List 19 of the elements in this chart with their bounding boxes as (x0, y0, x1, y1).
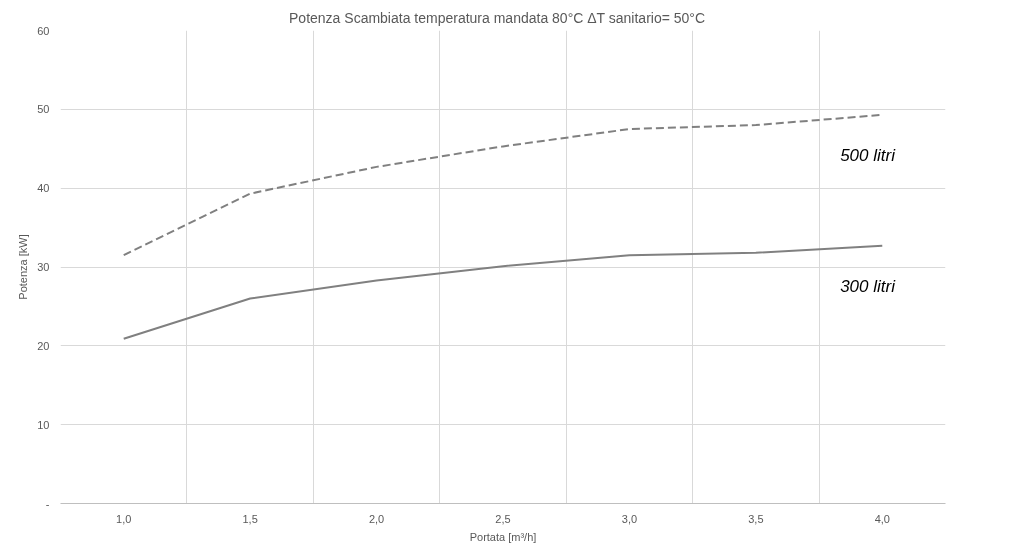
y-axis-title: Potenza [kW] (17, 234, 30, 300)
series-label: 300 litri (840, 277, 897, 297)
x-tick-label: 4,0 (874, 512, 890, 525)
x-tick-label: 1,0 (116, 512, 132, 525)
x-axis-title: Portata [m³/h] (469, 530, 537, 543)
x-tick-label: 1,5 (242, 512, 258, 525)
x-tick-label: 2,0 (368, 512, 385, 525)
y-tick-label: 50 (37, 103, 50, 116)
series-label: 500 litri (840, 146, 897, 166)
x-tick-label: 3,5 (748, 512, 764, 525)
y-tick-label: 10 (37, 418, 50, 431)
y-tick-label: 20 (37, 339, 50, 352)
y-tick-label: 30 (37, 261, 50, 273)
y-tick-label: 40 (37, 182, 50, 195)
y-tick-label: 60 (37, 24, 50, 37)
x-tick-label: 3,0 (621, 512, 638, 525)
x-tick-label: 2,5 (495, 512, 511, 525)
y-tick-label: - (45, 497, 50, 510)
chart-title: Potenza Scambiata temperatura mandata 80°C ΔT sanitario= 50°C (289, 9, 706, 26)
